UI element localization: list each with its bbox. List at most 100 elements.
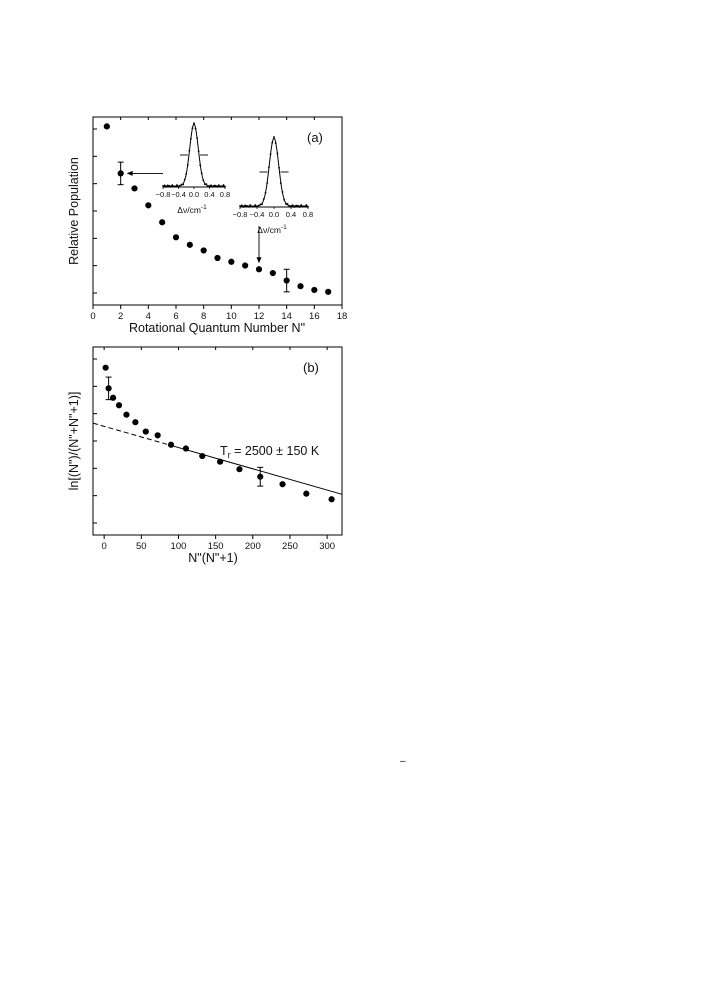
panel-b-data-point — [236, 466, 243, 473]
panel-a-points — [103, 123, 332, 295]
inset-2-profile-point — [245, 204, 248, 207]
panel-a-tag: (a) — [307, 130, 323, 145]
inset-2-profile-point — [286, 203, 289, 205]
inset-2-profile-point — [257, 204, 260, 207]
panel-b-chart: 0 50 100 150 200 250 300 (b) Tr = 2500 ± 150 K… — [67, 346, 343, 565]
inset-2-profile-point — [293, 206, 296, 208]
panel-b-data-point — [303, 490, 310, 497]
inset-2-profile-point — [244, 204, 247, 207]
inset-1-profile-point — [210, 184, 212, 187]
panel-b-x-ticks: 0 50 100 150 200 250 300 — [102, 347, 335, 552]
inset-1-profile-point — [224, 185, 226, 188]
inset-1-profile-point — [185, 173, 188, 175]
inset-2-profile-point — [302, 205, 304, 208]
inset-1-profile-point — [222, 184, 225, 186]
inset-2-profile-point — [291, 204, 294, 207]
panel-b-data-point — [154, 432, 161, 439]
inset-2-profile-point — [240, 204, 243, 207]
inset-2-profile-point — [247, 205, 250, 208]
panel-b-data-point — [123, 411, 130, 418]
panel-b-data-point — [182, 445, 190, 452]
panel-b-x-label: N"(N"+1) — [188, 551, 238, 565]
panel-b-y-label: ln[(N")/(N"+N"+1)] — [67, 392, 81, 491]
inset-2-tick-label: −0.4 — [250, 210, 265, 219]
inset-1-profile-point — [163, 184, 166, 187]
inset-2-profile-point — [290, 205, 292, 207]
annotation-t: T — [220, 444, 228, 458]
inset-1-x-label-superscript: -1 — [201, 204, 207, 211]
inset-1-profile-point — [221, 185, 223, 188]
panel-a-chart: 0 2 4 6 8 10 12 14 16 18 −0.8 −0.4 0.0 0.4 0.8Δν/cm-1… — [67, 116, 348, 335]
inset-1-profile-point — [190, 137, 192, 140]
inset-2-profile-point — [303, 205, 306, 208]
inset-1-profile-curve — [163, 123, 225, 187]
inset-1-profile-point — [180, 183, 183, 186]
panel-a-y-label: Relative Population — [67, 157, 81, 265]
annotation-subscript: r — [228, 450, 231, 460]
inset-2-profile-point — [259, 203, 262, 206]
inset-1-tick-label: 0.0 — [189, 190, 199, 199]
inset-2-profile-point — [276, 152, 279, 155]
panel-b-data-point — [109, 394, 117, 401]
inset-2-tick-label: 0.4 — [286, 210, 296, 219]
panel-a-data-point — [172, 234, 180, 241]
inset-2-profile-point — [307, 205, 309, 208]
panel-b-fit-line-solid — [170, 444, 343, 495]
inset-2-profile-point — [273, 136, 275, 138]
inset-1-profile-point — [183, 178, 186, 181]
inset-2-profile-point — [295, 204, 297, 207]
inset-2-profile-point — [300, 204, 303, 206]
inset-1-profile-point — [199, 164, 202, 167]
panel-b-y-ticks — [93, 358, 97, 524]
inset-2-profile-point — [288, 205, 291, 208]
inset-1-profile-point — [179, 184, 181, 187]
inset-1-tick-label: −0.8 — [156, 190, 171, 199]
panel-a-x-tick-label: 18 — [337, 311, 348, 322]
panel-a-data-point — [297, 283, 304, 290]
inset-1-profile-point — [203, 183, 206, 186]
panel-b-annotation: Tr = 2500 ± 150 K — [220, 444, 320, 460]
inset-2-profile-point — [305, 204, 308, 206]
inset-2-profile-point — [264, 191, 267, 194]
panel-b-data-point — [105, 385, 112, 392]
panel-b-fit-line — [92, 422, 343, 495]
inset-1-profile-point — [177, 185, 180, 188]
panel-b-data-point — [132, 419, 139, 426]
panel-a-data-point — [255, 266, 263, 273]
panel-b-data-point — [217, 458, 224, 465]
inset-1-profile-point — [193, 122, 195, 125]
inset-2-profile-point — [269, 153, 272, 156]
panel-a-data-point — [311, 286, 318, 294]
inset-2-profile-point — [271, 141, 274, 144]
panel-b-fit-line-dashed — [92, 422, 172, 446]
inset-2-profile-point — [266, 182, 269, 184]
panel-b-frame — [92, 346, 343, 536]
inset-2-tick-label: 0.8 — [303, 210, 313, 219]
panel-a-x-tick-label: 16 — [309, 311, 320, 322]
panel-a-data-point — [159, 219, 166, 226]
inset-1-profile-point — [217, 184, 220, 187]
panel-b-data-point — [102, 364, 109, 371]
inset-1-pointer-arrowhead — [126, 170, 133, 176]
panel-a-data-point — [228, 258, 235, 265]
panel-a-x-tick-label: 10 — [226, 311, 237, 322]
inset-1-profile-point — [219, 185, 222, 188]
panel-a-data-point — [131, 185, 138, 192]
panel-a-x-tick-label: 4 — [146, 311, 151, 322]
inset-1-profile-point — [186, 164, 189, 166]
inset-2-profile-point — [261, 203, 263, 206]
inset-1-profile-point — [165, 186, 168, 188]
inset-2-tick-label: −0.8 — [233, 210, 248, 219]
inset-1-profile-point — [207, 185, 209, 188]
inset-1-profile-point — [194, 127, 197, 130]
inset-2-profile-point — [278, 166, 280, 169]
panel-a-data-point — [325, 288, 332, 295]
panel-b-tag: (b) — [303, 360, 319, 375]
inset-1-profile-point — [205, 183, 208, 186]
inset-1-profile-point — [162, 185, 164, 187]
annotation-value: = 2500 ± 150 K — [231, 444, 320, 458]
inset-1-x-label: Δν/cm-1 — [177, 204, 207, 215]
inset-2-profile-point — [296, 204, 299, 207]
inset-1-profile-point — [171, 184, 174, 187]
